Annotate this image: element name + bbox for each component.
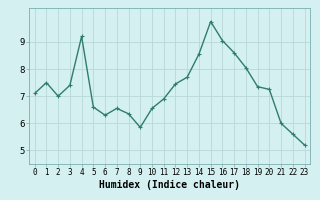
X-axis label: Humidex (Indice chaleur): Humidex (Indice chaleur) — [99, 180, 240, 190]
